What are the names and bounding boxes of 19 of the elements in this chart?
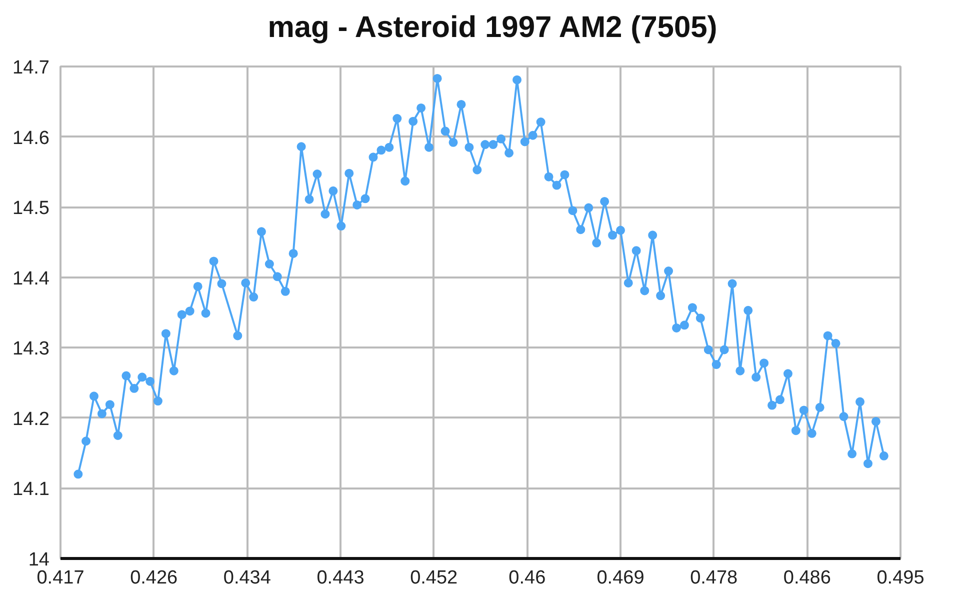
x-tick-label: 0.417	[36, 568, 84, 588]
x-tick-label: 0.443	[316, 568, 364, 588]
series-label: mag - Asteroid 1997 AM2 (7505)	[268, 11, 718, 45]
y-tick-label: 14	[28, 550, 50, 570]
y-tick-label: 14.7	[12, 58, 50, 78]
y-tick-label: 14.2	[12, 408, 50, 430]
y-tick-label: 14.3	[12, 338, 50, 360]
y-tick-label: 14.6	[12, 128, 50, 149]
x-tick-label: 0.426	[130, 568, 178, 588]
y-tick-label: 14.1	[12, 479, 50, 500]
x-tick-label: 0.486	[783, 568, 831, 588]
x-tick-label: 0.495	[876, 568, 924, 588]
y-tick-label: 14.5	[12, 198, 50, 220]
x-tick-label: 0.478	[690, 568, 738, 588]
x-tick-label: 0.46	[508, 568, 546, 588]
x-tick-label: 0.434	[223, 568, 272, 588]
x-tick-label: 0.452	[410, 568, 458, 588]
y-tick-label: 14.4	[12, 268, 50, 290]
x-tick-label: 0.469	[596, 568, 644, 588]
